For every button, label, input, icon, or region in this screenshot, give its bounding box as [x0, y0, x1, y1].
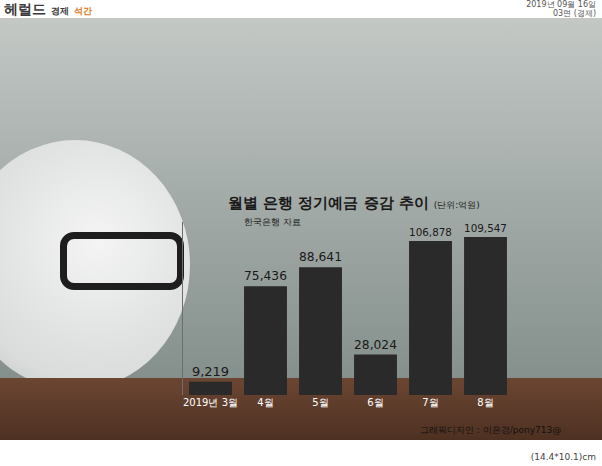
html-text:한국은행 자료: 한국은행 자료: [244, 217, 301, 227]
html-text:03면 (경제): 03면 (경제): [553, 9, 596, 18]
svg-text:7월: 7월: [422, 397, 438, 408]
html-text:그래픽디자인 : 이은경/pony713@: 그래픽디자인 : 이은경/pony713@: [420, 425, 562, 435]
svg-text:5월: 5월: [312, 397, 328, 408]
svg-text:6월: 6월: [367, 397, 383, 408]
svg-text:109,547: 109,547: [464, 222, 507, 234]
svg-text:88,641: 88,641: [299, 250, 342, 264]
svg-text:75,436: 75,436: [244, 269, 287, 283]
svg-text:월별 은행 정기예금 증감 추이 (단위:억원): 월별 은행 정기예금 증감 추이 (단위:억원): [228, 194, 480, 212]
svg-text:4월: 4월: [257, 397, 273, 408]
svg-text:8월: 8월: [477, 397, 493, 408]
svg-text:106,878: 106,878: [409, 226, 452, 238]
html-text:헤럴드 경제: 헤럴드 경제: [4, 1, 69, 17]
html-text:2019년 09월 16일: 2019년 09월 16일: [526, 0, 596, 9]
svg-text:9,219: 9,219: [192, 364, 229, 379]
svg-text:28,024: 28,024: [354, 338, 397, 352]
html-text:석간: 석간: [73, 6, 92, 16]
html-text:(14.4*10.1)cm: (14.4*10.1)cm: [530, 452, 596, 462]
svg-text:2019년 3월: 2019년 3월: [183, 397, 238, 408]
